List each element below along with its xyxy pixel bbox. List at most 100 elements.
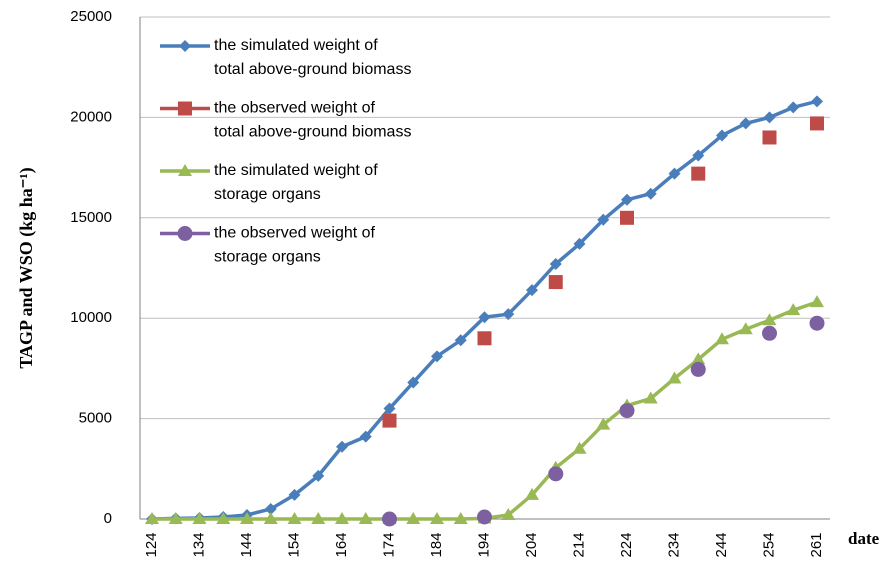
marker <box>738 322 753 335</box>
marker <box>691 166 706 181</box>
marker <box>311 512 326 524</box>
marker <box>619 403 635 419</box>
marker <box>716 129 728 142</box>
x-tick-label: 144 <box>238 532 255 557</box>
marker <box>525 487 539 500</box>
marker <box>690 361 706 377</box>
x-tick-label: 174 <box>380 532 397 557</box>
marker <box>762 130 777 145</box>
marker <box>287 512 302 524</box>
marker <box>502 308 515 321</box>
marker <box>263 512 278 524</box>
x-tick-label: 254 <box>760 532 777 557</box>
marker <box>573 237 586 250</box>
marker <box>786 303 801 316</box>
marker <box>762 313 777 326</box>
x-tick-label: 234 <box>665 532 682 557</box>
marker <box>454 334 467 347</box>
marker <box>335 512 349 524</box>
y-tick-label: 5000 <box>79 410 112 427</box>
marker <box>620 210 634 225</box>
y-tick-label: 15000 <box>70 209 112 226</box>
marker <box>406 512 421 524</box>
x-axis-label: date <box>848 529 880 548</box>
marker <box>763 111 776 124</box>
marker <box>549 257 562 270</box>
marker <box>643 391 658 404</box>
marker <box>621 193 633 206</box>
marker <box>179 40 191 52</box>
marker <box>572 441 587 454</box>
x-tick-label: 194 <box>475 532 492 557</box>
marker <box>264 502 277 515</box>
legend-label: the simulated weight of storage organs <box>214 162 378 203</box>
marker <box>811 95 823 108</box>
x-tick-label: 214 <box>570 532 587 557</box>
x-tick-label: 244 <box>713 532 730 557</box>
legend-label: the observed weight of storage organs <box>214 225 376 266</box>
x-tick-label: 224 <box>618 532 635 557</box>
legend-label: the observed weight of total above-ground… <box>214 100 411 141</box>
marker <box>692 149 705 162</box>
marker <box>596 417 611 430</box>
marker <box>382 511 397 527</box>
marker <box>477 331 492 346</box>
y-axis-label: TAGP and WSO (kg ha⁻¹) <box>16 167 37 368</box>
marker <box>383 402 396 415</box>
marker <box>168 512 183 524</box>
legend-label-line: total above-ground biomass <box>214 61 411 78</box>
y-tick-label: 10000 <box>70 309 112 326</box>
marker <box>431 350 443 363</box>
x-tick-label: 124 <box>143 532 160 557</box>
marker <box>177 226 193 241</box>
marker <box>336 440 348 453</box>
marker <box>810 116 824 131</box>
marker <box>478 311 491 324</box>
legend-label-line: the observed weight of <box>214 225 376 242</box>
marker <box>548 275 563 290</box>
legend-label-line: total above-ground biomass <box>214 124 411 141</box>
marker <box>407 376 420 389</box>
x-tick-label: 261 <box>808 532 825 557</box>
legend-label: the simulated weight of total above-groun… <box>214 37 411 78</box>
marker <box>178 101 192 116</box>
marker <box>359 430 372 443</box>
y-tick-label: 0 <box>104 510 112 527</box>
legend-label-line: the simulated weight of <box>214 162 378 179</box>
marker <box>312 469 325 482</box>
marker <box>526 284 538 297</box>
legend-label-line: storage organs <box>214 249 321 266</box>
marker <box>787 101 800 114</box>
x-tick-label: 184 <box>428 532 445 557</box>
marker <box>145 512 159 524</box>
marker <box>810 295 824 308</box>
y-tick-label: 25000 <box>70 8 112 25</box>
marker <box>192 512 207 524</box>
x-tick-label: 154 <box>285 532 302 557</box>
legend-label-line: the observed weight of <box>214 100 376 117</box>
marker <box>597 213 610 226</box>
marker <box>762 325 777 341</box>
marker <box>715 332 729 345</box>
legend-label-line: the simulated weight of <box>214 37 378 54</box>
marker <box>288 488 301 501</box>
y-tick-label: 20000 <box>70 108 112 125</box>
marker <box>178 164 192 176</box>
marker <box>358 512 373 524</box>
marker <box>668 167 681 180</box>
marker <box>667 371 682 384</box>
marker <box>216 512 231 524</box>
x-tick-label: 134 <box>190 532 207 557</box>
x-tick-label: 204 <box>523 532 540 557</box>
marker <box>430 512 444 524</box>
marker <box>501 507 516 520</box>
x-tick-label: 164 <box>333 532 350 557</box>
marker <box>382 413 397 428</box>
legend-label-line: storage organs <box>214 186 321 203</box>
marker <box>477 509 492 525</box>
marker <box>691 352 706 365</box>
marker <box>739 117 752 130</box>
marker <box>453 512 468 524</box>
marker <box>644 187 657 200</box>
